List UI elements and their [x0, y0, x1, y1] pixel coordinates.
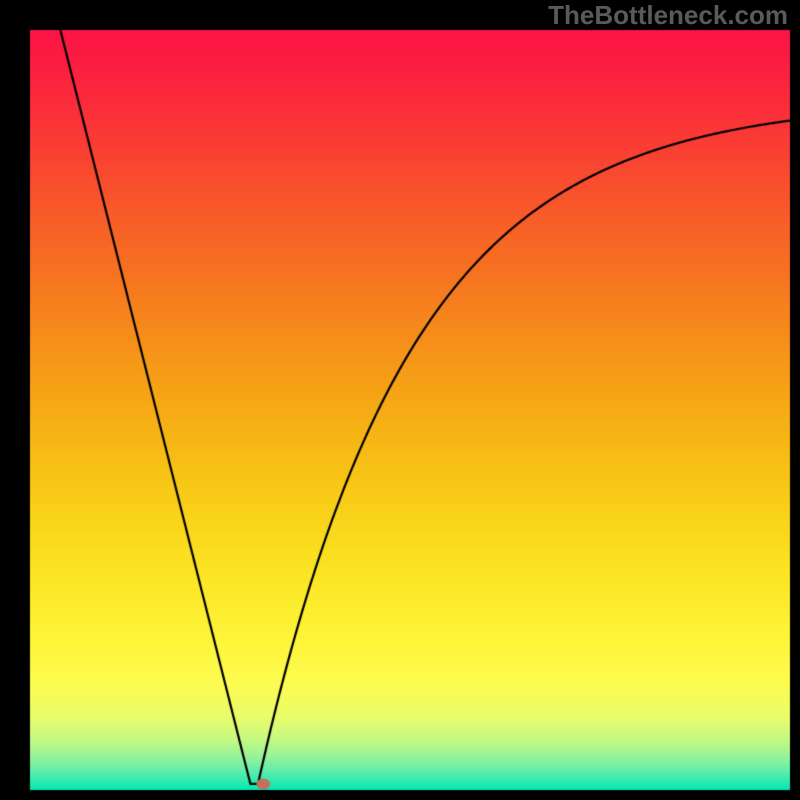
chart-container: TheBottleneck.com	[0, 0, 800, 800]
bottleneck-curve-chart	[0, 0, 800, 800]
